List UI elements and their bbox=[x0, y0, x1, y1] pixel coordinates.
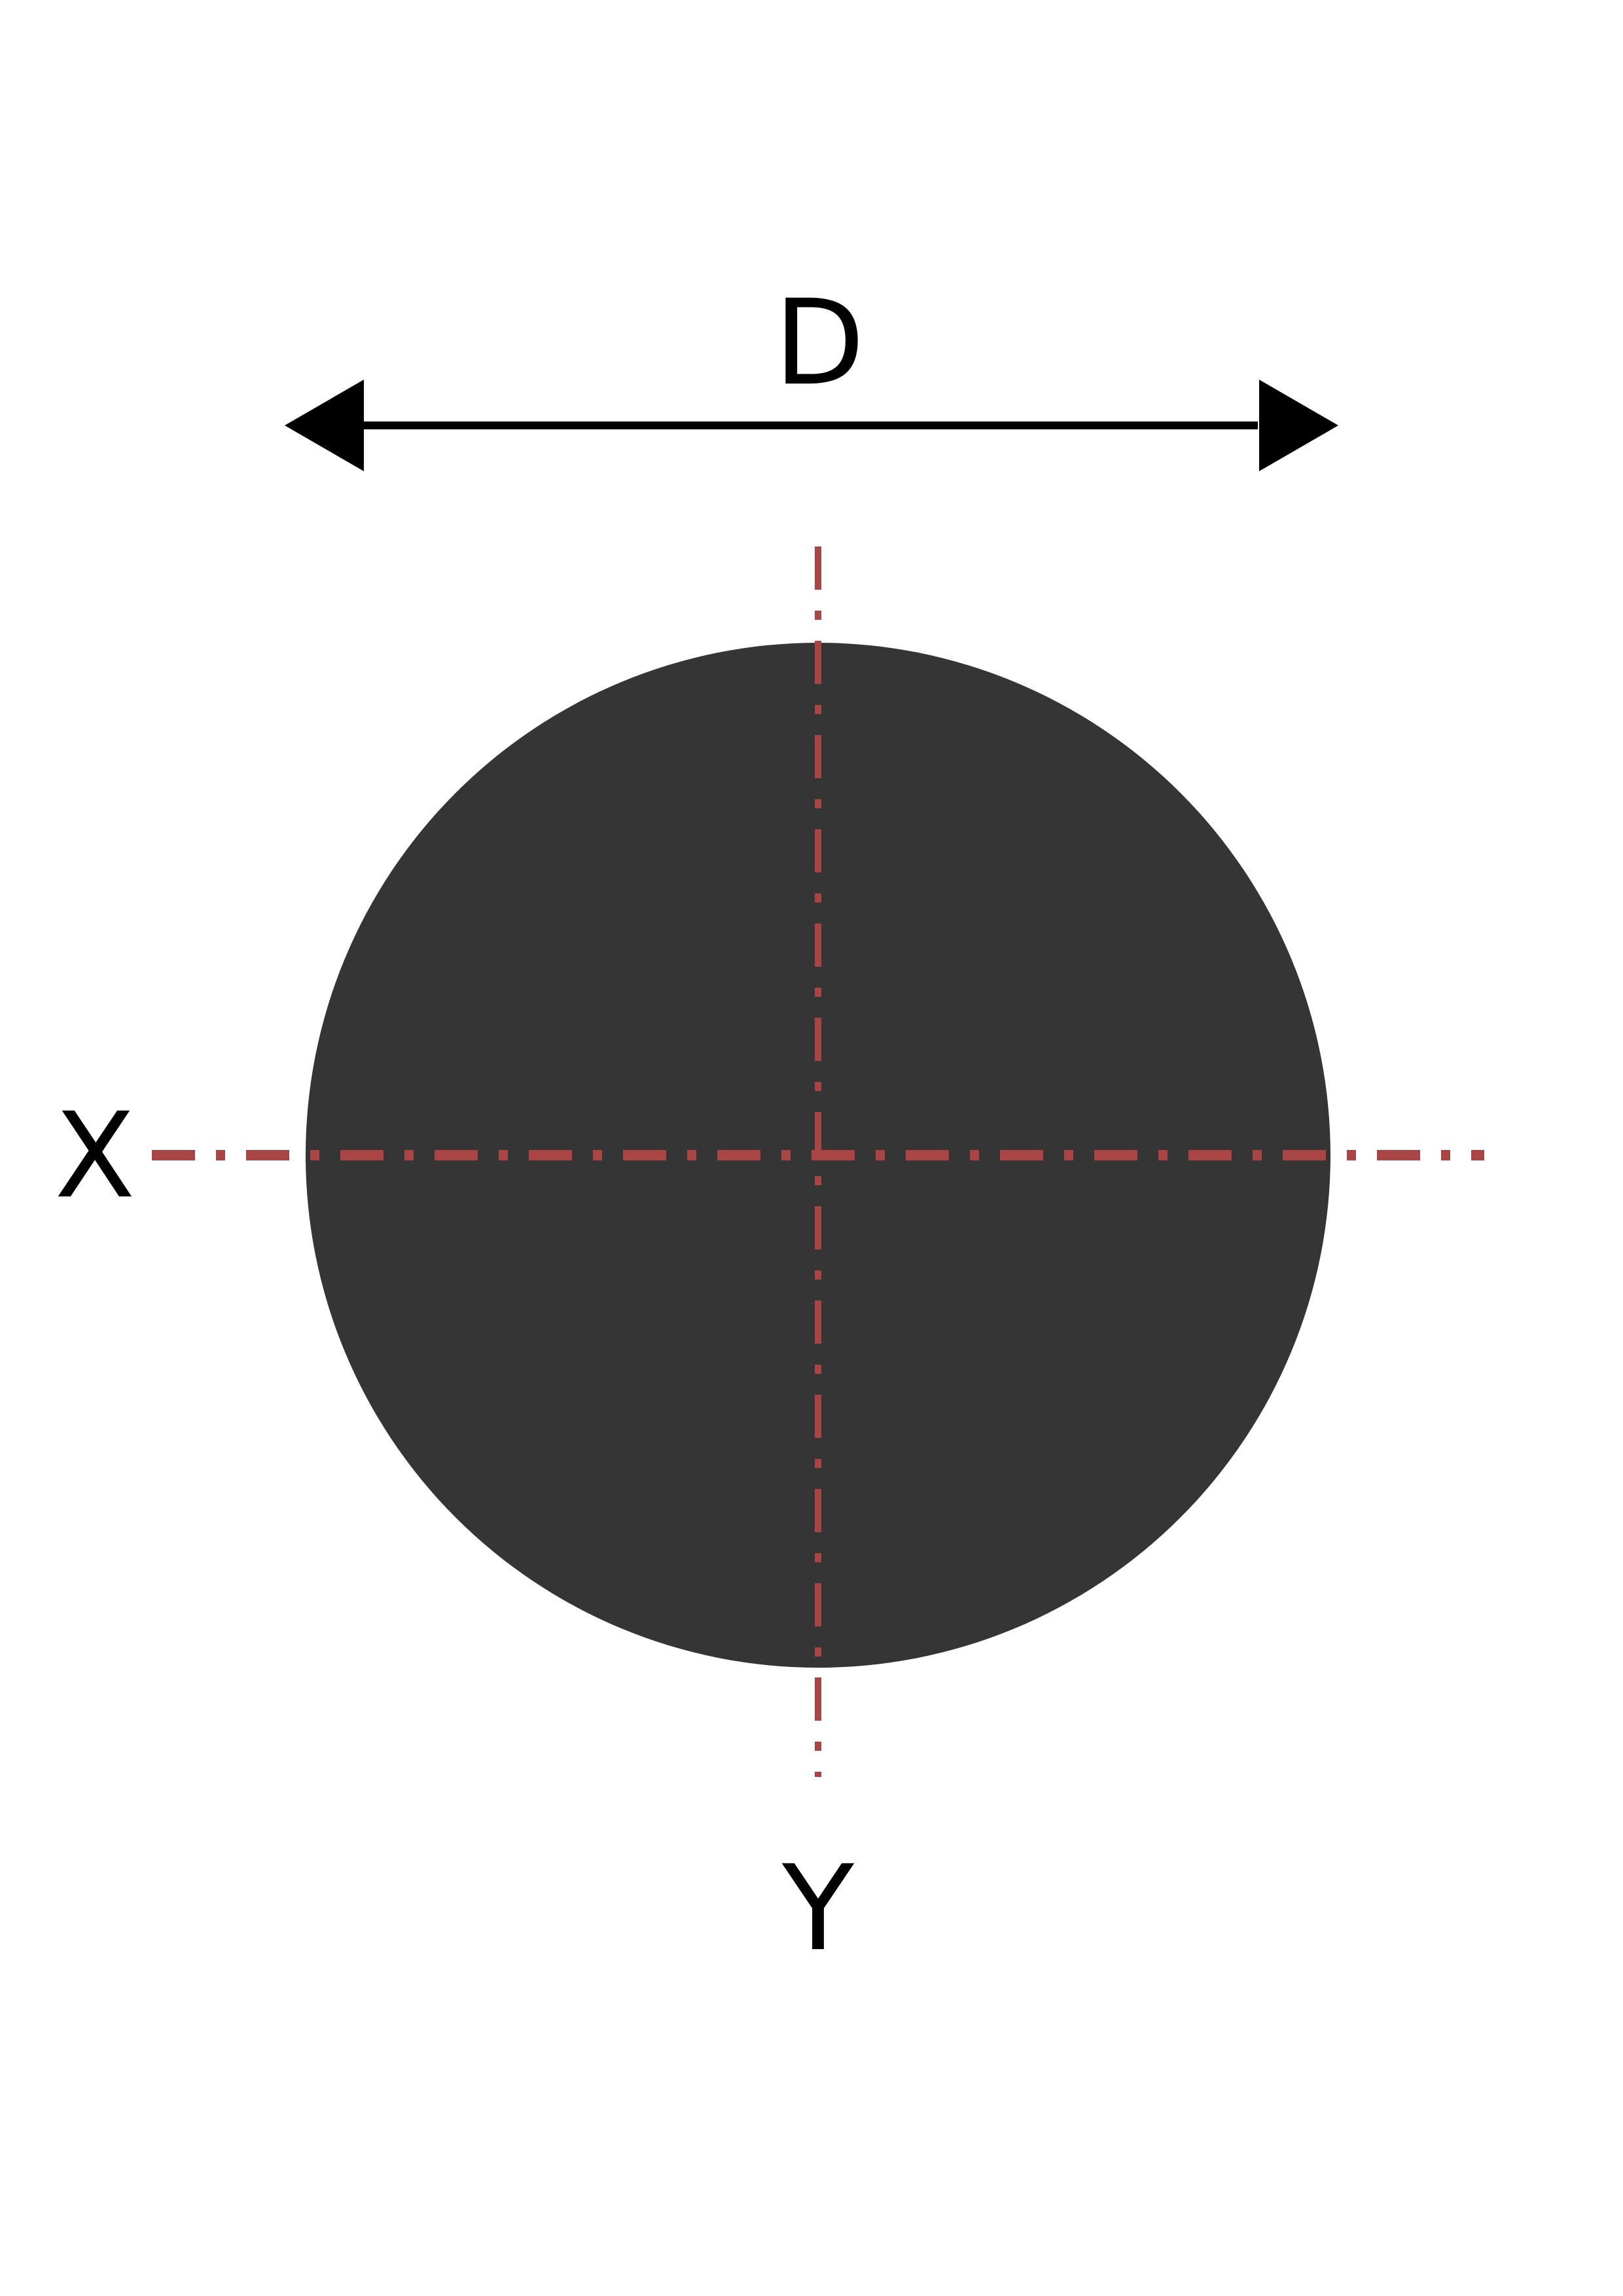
x-axis-label: X bbox=[54, 1088, 135, 1225]
dimension-label: D bbox=[774, 275, 865, 412]
y-axis-label: Y bbox=[781, 1840, 855, 1977]
diameter-dimension: D bbox=[285, 275, 1338, 471]
arrowhead-left-icon bbox=[285, 380, 364, 471]
arrowhead-right-icon bbox=[1259, 380, 1338, 471]
